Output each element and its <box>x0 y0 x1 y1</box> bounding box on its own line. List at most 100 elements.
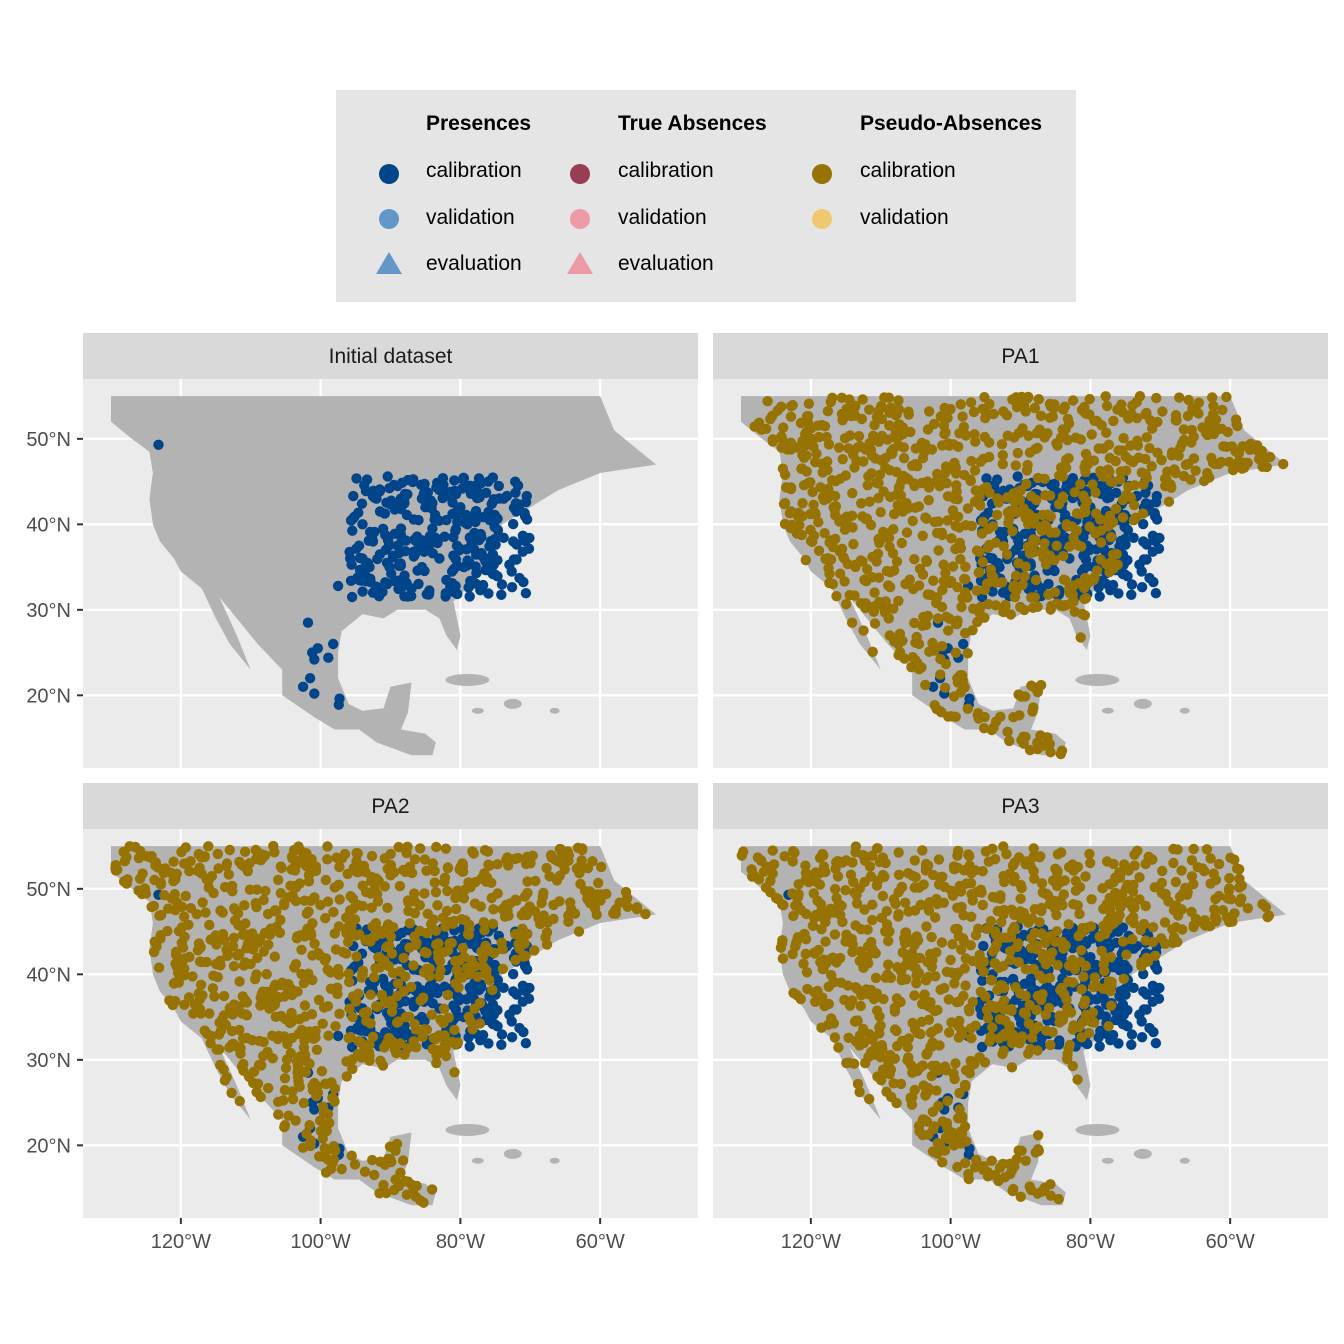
presence-calibration-point <box>511 989 522 1000</box>
pseudo-absence-calibration-point <box>1108 895 1119 907</box>
pseudo-absence-calibration-point <box>332 988 343 1000</box>
pseudo-absence-calibration-point <box>1168 843 1179 855</box>
pseudo-absence-calibration-point <box>889 1006 901 1017</box>
pseudo-absence-calibration-point <box>928 418 940 430</box>
pseudo-absence-calibration-point <box>816 1022 827 1033</box>
y-axis-tick-label: 50°N <box>26 879 71 901</box>
presence-calibration-point <box>373 591 385 602</box>
pseudo-absence-calibration-point <box>359 1166 371 1177</box>
facet-strip <box>713 333 1328 379</box>
pseudo-absence-calibration-point <box>800 860 811 871</box>
pseudo-absence-calibration-point <box>292 1061 304 1072</box>
pseudo-absence-calibration-point <box>1011 392 1022 403</box>
pseudo-absence-calibration-point <box>1010 460 1021 471</box>
pseudo-absence-calibration-point <box>968 603 979 614</box>
pseudo-absence-calibration-point <box>837 454 848 465</box>
presence-calibration-point <box>521 964 533 975</box>
pseudo-absence-calibration-point <box>843 1057 854 1068</box>
pseudo-absence-calibration-point <box>1016 691 1027 702</box>
pseudo-absence-calibration-point <box>287 1094 299 1105</box>
pseudo-absence-calibration-point <box>902 1041 913 1053</box>
pseudo-absence-calibration-point <box>289 962 300 973</box>
pseudo-absence-calibration-point <box>400 971 411 982</box>
pseudo-absence-calibration-point <box>185 856 196 867</box>
pseudo-absence-calibration-point <box>176 922 188 933</box>
panel-content <box>713 829 1328 1218</box>
pseudo-absence-calibration-point <box>1209 904 1220 915</box>
pseudo-absence-calibration-point <box>176 846 187 858</box>
presence-calibration-point <box>1144 1022 1155 1034</box>
presence-calibration-point <box>498 532 509 543</box>
pseudo-absence-calibration-point <box>917 1129 928 1141</box>
pseudo-absence-calibration-point <box>820 916 831 928</box>
pseudo-absence-calibration-point <box>1043 1002 1055 1014</box>
pseudo-absence-calibration-point <box>1118 936 1129 947</box>
pseudo-absence-calibration-point <box>484 860 495 871</box>
pseudo-absence-calibration-point <box>852 1078 864 1090</box>
pseudo-absence-calibration-point <box>833 1042 844 1053</box>
pseudo-absence-calibration-point <box>1012 447 1023 459</box>
presence-calibration-point <box>484 541 495 552</box>
pseudo-absence-calibration-point <box>1054 1017 1065 1028</box>
presence-calibration-point <box>489 533 501 545</box>
presence-calibration-point <box>977 975 988 986</box>
presence-calibration-point <box>1126 579 1138 590</box>
pseudo-absence-calibration-point <box>991 509 1003 521</box>
pseudo-absence-calibration-point <box>998 960 1009 972</box>
pseudo-absence-calibration-point <box>367 1154 378 1166</box>
pseudo-absence-calibration-point <box>1207 409 1219 420</box>
legend-label-presences-evaluation: evaluation <box>426 252 522 275</box>
pseudo-absence-calibration-point <box>942 1095 953 1107</box>
pseudo-absence-calibration-point <box>952 850 963 861</box>
pseudo-absence-calibration-point <box>835 952 846 964</box>
pseudo-absence-calibration-point <box>965 397 977 408</box>
pseudo-absence-calibration-point <box>401 1189 412 1200</box>
presence-calibration-point <box>1119 533 1131 545</box>
pseudo-absence-calibration-point <box>529 945 540 956</box>
pseudo-absence-calibration-point <box>952 615 963 626</box>
pseudo-absence-calibration-point <box>185 903 197 914</box>
pseudo-absence-calibration-point <box>357 965 369 976</box>
presence-calibration-point <box>1010 544 1022 555</box>
pseudo-absence-calibration-point <box>856 413 868 425</box>
legend-title-presences: Presences <box>426 112 532 135</box>
pseudo-absence-calibration-point <box>1026 592 1037 603</box>
pseudo-absence-calibration-point <box>227 1009 238 1020</box>
pseudo-absence-calibration-point <box>850 561 861 573</box>
pseudo-absence-calibration-point <box>987 946 999 957</box>
pseudo-absence-calibration-point <box>753 874 765 885</box>
pseudo-absence-calibration-point <box>258 894 269 906</box>
pseudo-absence-calibration-point <box>364 1039 375 1050</box>
pseudo-absence-calibration-point <box>1128 917 1139 929</box>
pseudo-absence-calibration-point <box>999 876 1010 888</box>
pseudo-absence-calibration-point <box>219 881 231 893</box>
pseudo-absence-calibration-point <box>746 864 757 875</box>
pseudo-absence-calibration-point <box>418 992 429 1003</box>
pseudo-absence-calibration-point <box>279 991 290 1002</box>
presence-calibration-point <box>1012 471 1023 482</box>
pseudo-absence-calibration-point <box>948 1068 959 1079</box>
pseudo-absence-calibration-point <box>909 478 920 489</box>
pseudo-absence-calibration-point <box>502 852 513 863</box>
pseudo-absence-calibration-point <box>183 992 195 1003</box>
pseudo-absence-calibration-point <box>1201 424 1213 436</box>
pseudo-absence-calibration-point <box>962 503 974 514</box>
facet-strip-label: PA2 <box>371 795 409 818</box>
pseudo-absence-calibration-point <box>893 886 904 898</box>
pseudo-absence-calibration-point <box>310 865 322 876</box>
pseudo-absence-calibration-point <box>1115 474 1126 485</box>
pseudo-absence-calibration-point <box>479 925 490 936</box>
pseudo-absence-calibration-point <box>813 545 825 556</box>
presence-calibration-point <box>520 496 532 508</box>
pseudo-absence-calibration-point <box>404 918 416 929</box>
pseudo-absence-calibration-point <box>977 484 988 495</box>
pseudo-absence-calibration-point <box>1205 853 1216 864</box>
pseudo-absence-calibration-point <box>204 1008 215 1019</box>
pseudo-absence-calibration-point <box>1020 561 1031 572</box>
pseudo-absence-calibration-point <box>194 994 206 1005</box>
pseudo-absence-calibration-point <box>290 1115 301 1126</box>
pseudo-absence-calibration-point <box>968 406 980 418</box>
pseudo-absence-calibration-point <box>1028 534 1039 545</box>
presence-calibration-point <box>344 546 355 558</box>
presence-calibration-point <box>1141 989 1152 1000</box>
